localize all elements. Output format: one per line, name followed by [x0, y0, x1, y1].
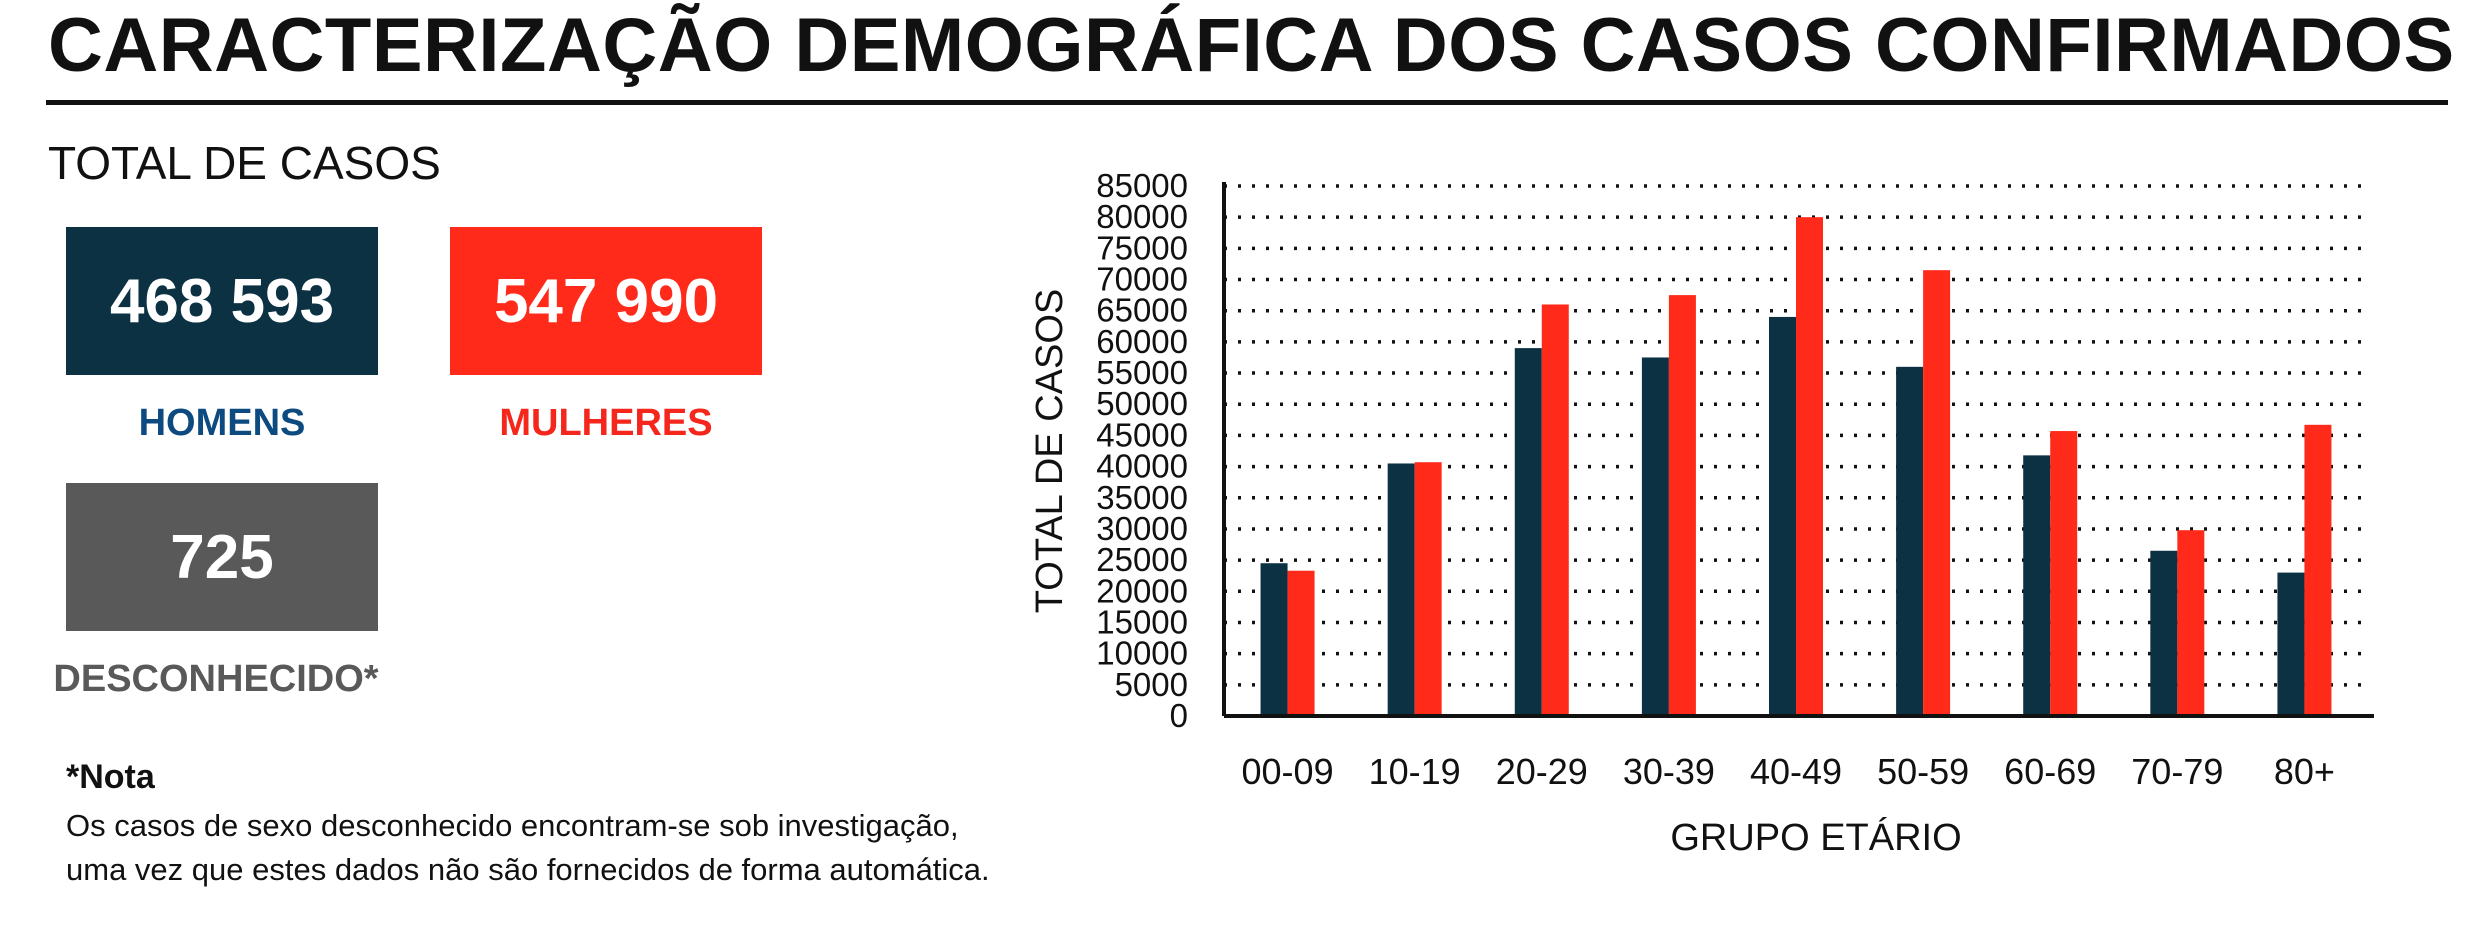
bar-men — [2277, 572, 2305, 716]
women-label: MULHERES — [499, 402, 713, 444]
y-tick-label: 85000 — [1096, 167, 1188, 204]
x-tick-label: 50-59 — [1877, 751, 1969, 792]
note-line-2: uma vez que estes dados não são fornecid… — [66, 852, 990, 887]
men-total-value: 468 593 — [109, 266, 335, 336]
title-divider — [46, 100, 2448, 105]
bar-women — [2304, 424, 2332, 716]
bar-men — [1387, 463, 1415, 716]
bar-men — [1769, 316, 1796, 716]
y-tick-label: 75000 — [1096, 229, 1188, 266]
y-tick-label: 65000 — [1096, 292, 1188, 329]
unknown-total-value: 725 — [170, 522, 274, 592]
y-tick-label: 80000 — [1096, 198, 1188, 235]
x-axis-title: GRUPO ETÁRIO — [1670, 816, 1961, 859]
y-tick-label: 15000 — [1096, 603, 1188, 640]
bar-men — [1896, 366, 1924, 716]
bar-women — [2050, 431, 2078, 716]
unknown-label: DESCONHECIDO* — [53, 658, 379, 700]
x-tick-label: 20-29 — [1496, 751, 1588, 792]
y-tick-label: 70000 — [1096, 261, 1188, 298]
y-tick-label: 0 — [1170, 697, 1188, 734]
x-tick-label: 40-49 — [1750, 751, 1842, 792]
bar-women — [1668, 295, 1696, 716]
women-total-box: 547 990 — [450, 227, 762, 375]
y-tick-label: 45000 — [1096, 416, 1188, 453]
y-tick-label: 60000 — [1096, 323, 1188, 360]
unknown-total-box: 725 — [66, 483, 378, 631]
y-tick-label: 25000 — [1096, 541, 1188, 578]
bar-women — [1541, 304, 1569, 716]
y-tick-label: 50000 — [1096, 385, 1188, 422]
x-tick-label: 00-09 — [1242, 751, 1334, 792]
x-tick-label: 70-79 — [2131, 751, 2223, 792]
bar-women — [2177, 530, 2205, 716]
bar-women — [1796, 217, 1823, 717]
y-tick-label: 35000 — [1096, 479, 1188, 516]
bar-men — [1514, 348, 1542, 716]
y-tick-label: 55000 — [1096, 354, 1188, 391]
bar-women — [1923, 270, 1951, 716]
men-total-box: 468 593 — [66, 227, 378, 375]
x-tick-label: 10-19 — [1369, 751, 1461, 792]
women-total-value: 547 990 — [493, 266, 719, 336]
x-tick-label: 60-69 — [2004, 751, 2096, 792]
bar-women — [1414, 462, 1442, 716]
x-tick-label: 80+ — [2274, 751, 2335, 792]
y-tick-label: 30000 — [1096, 510, 1188, 547]
men-label: HOMENS — [138, 402, 306, 444]
y-axis-title: TOTAL DE CASOS — [1029, 289, 1071, 613]
note-title: *Nota — [66, 758, 155, 796]
bar-men — [1260, 563, 1288, 716]
y-tick-label: 40000 — [1096, 448, 1188, 485]
total-cases-heading: TOTAL DE CASOS — [48, 137, 441, 189]
y-tick-label: 10000 — [1096, 635, 1188, 672]
note-line-1: Os casos de sexo desconhecido encontram-… — [66, 808, 959, 843]
bar-men — [2150, 550, 2178, 716]
page-title: CARACTERIZAÇÃO DEMOGRÁFICA DOS CASOS CON… — [48, 3, 2455, 88]
y-tick-label: 20000 — [1096, 572, 1188, 609]
bar-men — [2023, 455, 2051, 716]
y-tick-label: 5000 — [1115, 666, 1188, 703]
x-tick-label: 30-39 — [1623, 751, 1715, 792]
bar-women — [1287, 570, 1315, 716]
bar-men — [1641, 357, 1669, 716]
